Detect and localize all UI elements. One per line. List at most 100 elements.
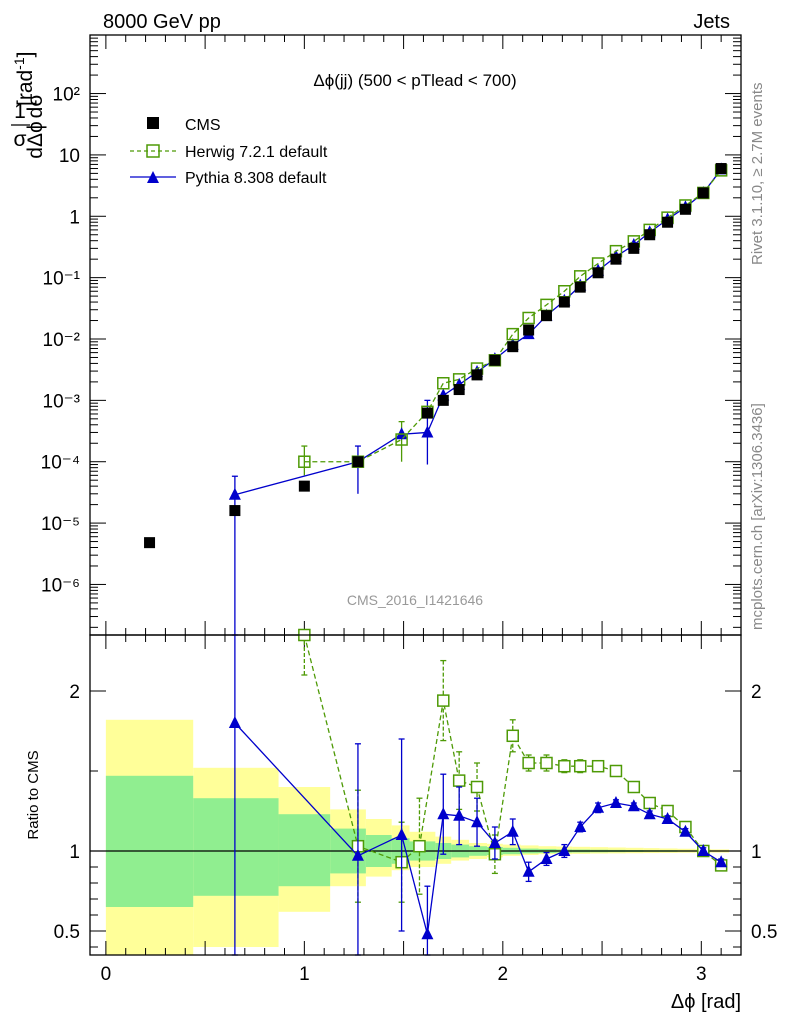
ratio-pythia-point xyxy=(506,824,519,837)
ratio-pythia-point xyxy=(351,848,364,861)
y-tick-label: 10⁻⁴ xyxy=(41,453,80,474)
y-tick-label: 10⁻³ xyxy=(43,391,81,412)
ratio-pythia-point xyxy=(228,716,241,728)
x-tick-label: 2 xyxy=(498,964,509,985)
ratio-pythia-point xyxy=(627,799,640,812)
y-axis-label: 1 σ dσ dΔϕ [rad-1] xyxy=(11,52,47,159)
cms-point xyxy=(421,407,433,419)
ratio-y-tick-label: 2 xyxy=(69,682,80,703)
cms-point xyxy=(628,242,640,254)
ratio-y-tick-label-right: 2 xyxy=(751,682,762,703)
ratio-herwig-point xyxy=(627,780,641,794)
y-tick-label: 10 xyxy=(59,146,80,167)
cms-point xyxy=(144,537,156,549)
legend-herwig-marker xyxy=(146,144,160,158)
process-label: Jets xyxy=(693,11,730,33)
ratio-herwig-point xyxy=(470,780,484,794)
main-title: Δϕ(jj) (500 < pTlead < 700) xyxy=(313,71,516,90)
ratio-pythia-point xyxy=(643,807,656,820)
ratio-pythia-point xyxy=(488,836,501,848)
legend-herwig-label: Herwig 7.2.1 default xyxy=(185,144,328,161)
ratio-pythia-point xyxy=(395,828,408,840)
ratio-herwig-point xyxy=(522,756,535,770)
pythia-point xyxy=(228,487,241,500)
ratio-y-tick-label: 0.5 xyxy=(54,922,80,943)
x-tick-label: 1 xyxy=(299,964,310,985)
x-tick-label: 3 xyxy=(696,964,707,985)
ratio-ylabel: Ratio to CMS xyxy=(25,750,42,839)
legend-pythia-label: Pythia 8.308 default xyxy=(185,170,327,187)
ratio-herwig-point xyxy=(437,694,450,707)
herwig-point xyxy=(522,311,535,325)
ratio-herwig-point xyxy=(413,839,426,853)
cms-point xyxy=(540,310,552,322)
ratio-pythia-point xyxy=(540,852,553,864)
cms-point xyxy=(437,394,449,406)
ratio-pythia-point xyxy=(661,812,674,824)
y-tick-label: 10⁻² xyxy=(43,330,81,351)
cms-point xyxy=(489,354,501,366)
cms-point xyxy=(715,163,727,175)
ratio-pythia-point xyxy=(558,844,571,856)
ratio-pythia-point xyxy=(592,800,605,813)
y-tick-label: 10⁻⁵ xyxy=(41,514,80,535)
legend-pythia-marker xyxy=(147,171,159,183)
ylabel-num-2: dσ xyxy=(24,94,47,119)
cms-point xyxy=(644,229,656,241)
cms-point xyxy=(453,384,465,396)
band-green xyxy=(278,814,331,887)
legend-cms-marker xyxy=(147,117,159,129)
ratio-pythia-point xyxy=(453,808,466,821)
cms-point xyxy=(662,216,674,228)
ratio-plot-area: 0.5 0.5 1 1 2 2 0 1 2 3 xyxy=(54,628,777,985)
ratio-y-tick-label: 1 xyxy=(69,842,80,863)
ratio-pythia-point xyxy=(437,807,450,820)
series-line-1 xyxy=(304,169,722,463)
ratio-herwig-point xyxy=(591,759,605,773)
mcplots-label: mcplots.cern.ch [arXiv:1306.3436] xyxy=(749,403,766,630)
y-tick-label: 10⁻⁶ xyxy=(41,575,80,596)
herwig-point xyxy=(298,455,311,468)
herwig-point xyxy=(395,433,408,446)
ratio-herwig-point xyxy=(506,729,520,743)
x-tick-label: 0 xyxy=(101,964,112,985)
pythia-point xyxy=(421,425,434,438)
energy-label: 8000 GeV pp xyxy=(103,11,221,33)
cms-point xyxy=(471,369,483,381)
legend: CMS Herwig 7.2.1 default Pythia 8.308 de… xyxy=(130,117,328,187)
main-plot-area: 10 1 10⁻¹ 10⁻² 10⁻³ 10⁻⁴ 10⁻⁵ 10⁻⁶ 10² xyxy=(41,34,741,635)
ratio-pythia-point xyxy=(697,844,710,856)
cms-point xyxy=(507,341,519,353)
cms-point xyxy=(229,505,241,517)
cms-point xyxy=(697,187,709,199)
herwig-point xyxy=(437,377,450,390)
ylabel-den-1: σ xyxy=(14,128,27,151)
cms-point xyxy=(679,203,691,215)
ratio-pythia-point xyxy=(421,927,434,940)
ylabel-den-2: dΔϕ xyxy=(24,121,47,158)
x-axis-label: Δϕ [rad] xyxy=(671,991,741,1013)
ratio-pythia-point xyxy=(609,796,622,808)
ratio-y-tick-label-right: 0.5 xyxy=(751,922,777,943)
ratio-herwig-point xyxy=(573,759,587,773)
cms-point xyxy=(352,456,364,468)
rivet-label: Rivet 3.1.10, ≥ 2.7M events xyxy=(749,83,766,266)
ratio-herwig-point xyxy=(609,764,623,778)
ratio-pythia-point xyxy=(471,815,484,828)
ylabel-unit: [rad-1] xyxy=(11,52,37,106)
y-tick-label: 1 xyxy=(69,207,80,228)
ratio-herwig-point xyxy=(558,759,571,773)
watermark: CMS_2016_I1421646 xyxy=(347,592,483,608)
cms-point xyxy=(574,281,586,293)
ylabel-num-1: 1 xyxy=(14,100,26,123)
ratio-frame xyxy=(89,634,742,956)
ratio-pythia-point xyxy=(574,820,587,832)
ratio-y-tick-label-right: 1 xyxy=(751,842,762,863)
ratio-pythia-point xyxy=(679,824,692,837)
main-panel: 10 1 10⁻¹ 10⁻² 10⁻³ 10⁻⁴ 10⁻⁵ 10⁻⁶ 10² Δϕ(jj) (5… xyxy=(11,34,742,636)
cms-point xyxy=(610,253,622,265)
ratio-herwig-point xyxy=(452,774,466,787)
y-tick-label: 10² xyxy=(53,85,80,106)
band-green xyxy=(193,798,279,896)
